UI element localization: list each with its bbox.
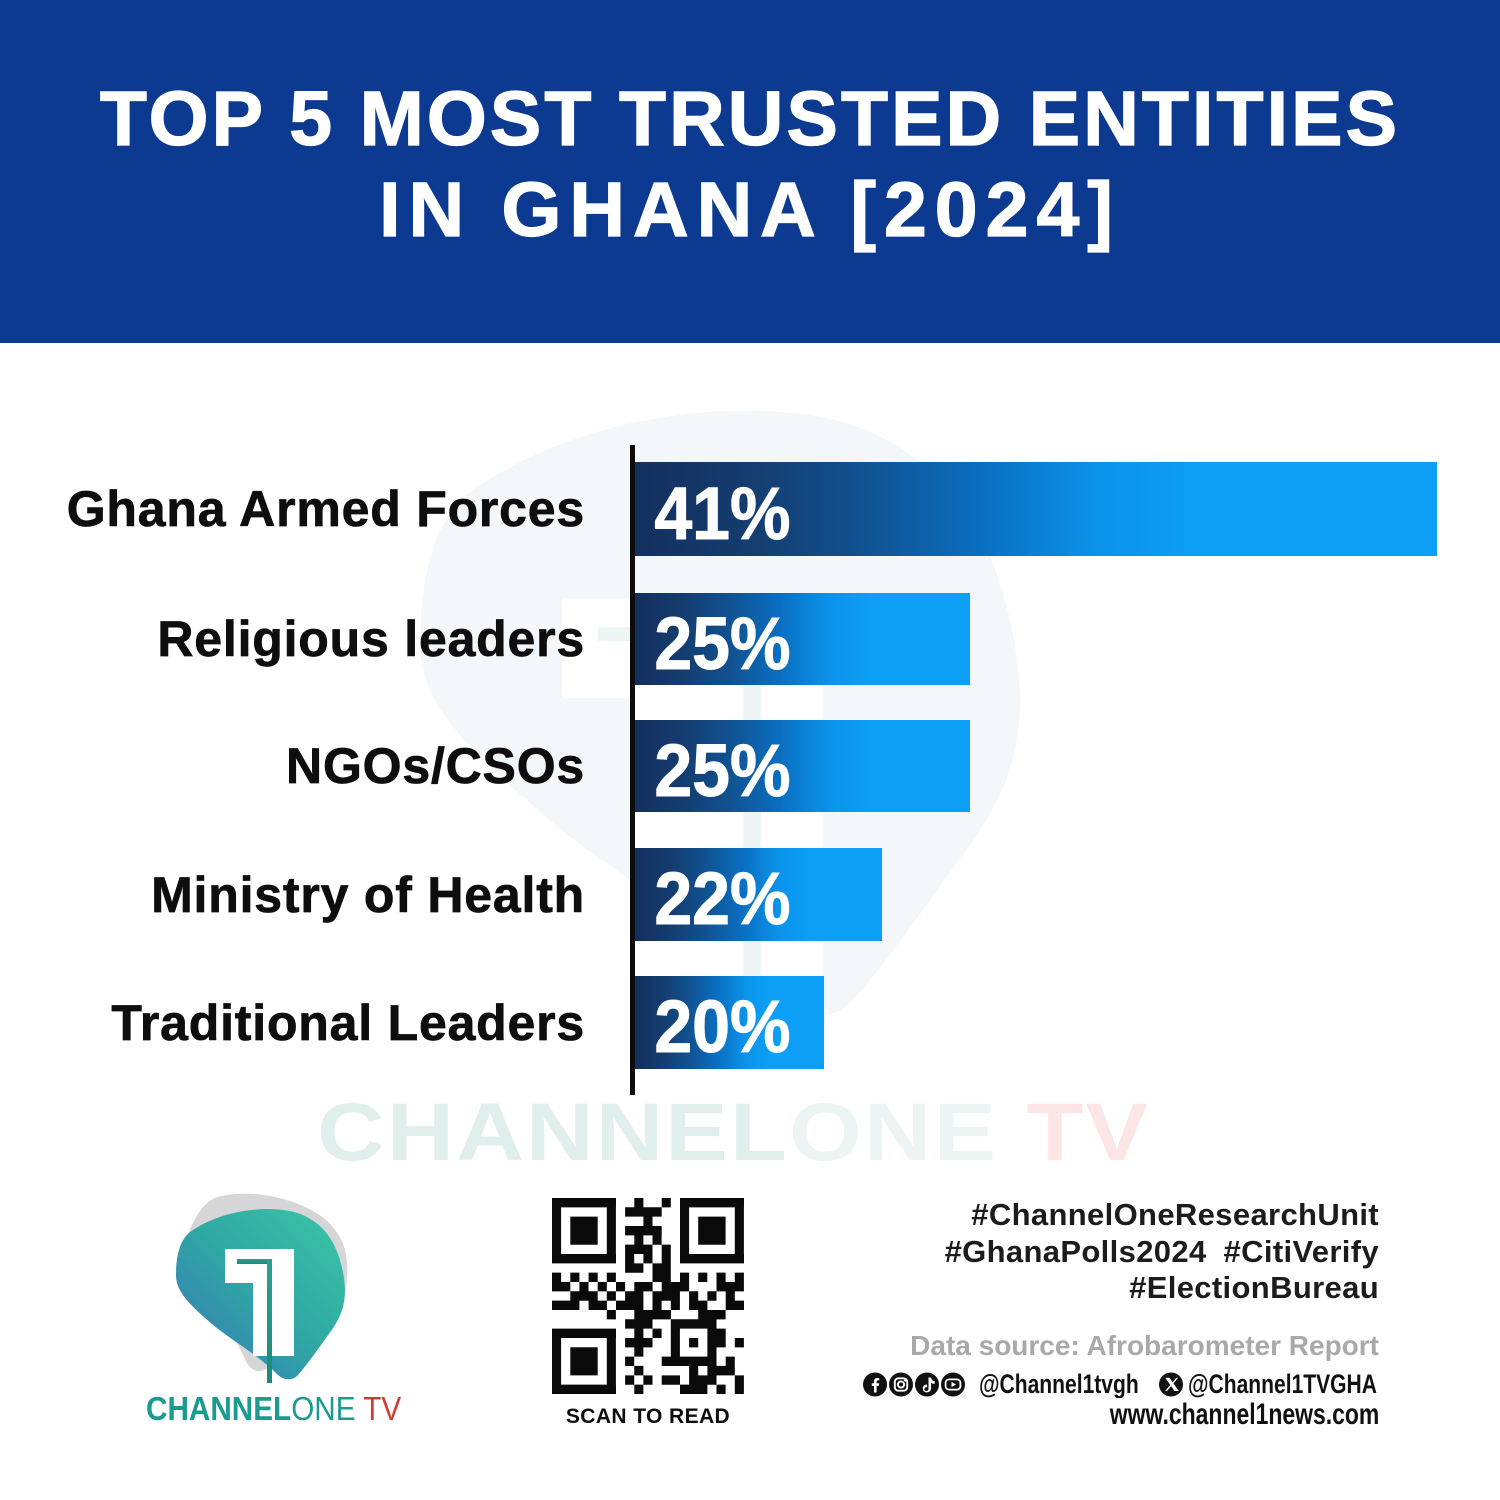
- svg-text:@Channel1TVGHA: @Channel1TVGHA: [1188, 1371, 1377, 1398]
- svg-text:@Channel1tvgh: @Channel1tvgh: [979, 1371, 1139, 1398]
